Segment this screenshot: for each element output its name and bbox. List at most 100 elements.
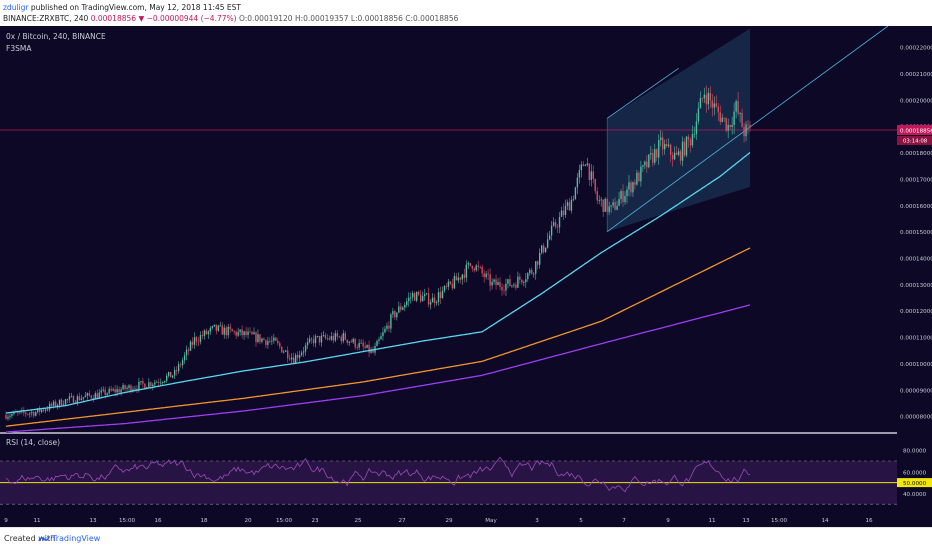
candle-body: [46, 409, 49, 411]
candle-body: [235, 331, 237, 336]
candle-body: [423, 294, 426, 297]
candle-body: [33, 412, 35, 416]
candle-body: [511, 285, 513, 287]
rsi-tick-label: 80.0000: [903, 449, 927, 455]
candle-body: [590, 171, 592, 180]
time-tick-label: 16: [154, 518, 162, 524]
candle-body: [594, 178, 596, 192]
candle-body: [283, 351, 285, 353]
candle-body: [294, 354, 297, 363]
candle-body: [445, 285, 448, 287]
candle-body: [745, 124, 747, 137]
candle-body: [166, 375, 168, 381]
candle-body: [727, 124, 729, 131]
candle-body: [671, 155, 674, 160]
candle-body: [199, 335, 202, 342]
candle-body: [535, 261, 537, 274]
rsi-current-badge: [897, 478, 932, 488]
candle-body: [310, 338, 313, 340]
candle-body: [392, 311, 394, 315]
time-tick-label: 18: [200, 518, 208, 524]
candle-body: [713, 103, 715, 108]
candle-body: [576, 177, 579, 188]
candle-body: [481, 267, 483, 274]
tradingview-brand-link[interactable]: TradingView: [52, 534, 101, 543]
price-axis-background: [897, 26, 932, 527]
candle-body: [175, 370, 178, 372]
candle-body: [580, 164, 583, 171]
candle-body: [217, 325, 219, 331]
candle-body: [735, 101, 737, 112]
candle-body: [306, 342, 309, 346]
candle-body: [711, 100, 713, 108]
candle-body: [267, 341, 269, 345]
candle-body: [189, 341, 192, 351]
candle-body: [17, 412, 19, 414]
candle-body: [384, 328, 386, 333]
candle-body: [255, 332, 257, 343]
candle-body: [412, 293, 414, 298]
candle-body: [477, 265, 479, 267]
candle-body: [60, 399, 63, 406]
candle-body: [499, 281, 501, 287]
candle-body: [25, 412, 27, 415]
candle-body: [154, 382, 156, 385]
candle-body: [586, 163, 589, 165]
candle-body: [231, 329, 233, 332]
candle-body: [100, 390, 102, 393]
candle-body: [636, 172, 638, 185]
candle-body: [449, 281, 452, 284]
candle-body: [322, 335, 325, 336]
candle-body: [376, 340, 378, 347]
candle-body: [406, 301, 408, 305]
candle-body: [414, 293, 416, 301]
candle-body: [229, 326, 231, 330]
candle-body: [281, 346, 283, 353]
candle-body: [396, 312, 398, 318]
candle-body: [253, 332, 255, 335]
candle-body: [52, 401, 55, 406]
candle-body: [112, 389, 114, 391]
candle-body: [737, 101, 739, 114]
candle-body: [513, 284, 515, 286]
candle-body: [739, 113, 741, 114]
candle-body: [509, 279, 511, 287]
candle-body: [624, 195, 626, 202]
candle-body: [546, 239, 549, 248]
candle-body: [296, 354, 299, 358]
candle-body: [104, 389, 106, 396]
candle-body: [554, 222, 557, 227]
candle-body: [669, 144, 672, 156]
candle-body: [640, 166, 642, 182]
candle-body: [596, 191, 598, 201]
candle-body: [237, 332, 239, 336]
candle-body: [419, 294, 422, 302]
candle-body: [132, 389, 134, 392]
price-tick-label: 0.00011000: [900, 336, 932, 342]
candle-body: [96, 393, 98, 398]
candle-body: [167, 371, 170, 376]
candle-body: [318, 335, 321, 343]
candle-body: [723, 117, 725, 119]
candle-body: [233, 331, 235, 333]
candle-body: [298, 355, 301, 358]
price-tick-label: 0.00008000: [900, 415, 932, 421]
time-tick-label: 11: [33, 518, 41, 524]
candle-body: [475, 265, 477, 271]
candle-body: [29, 413, 31, 415]
candle-body: [598, 200, 600, 201]
candle-body: [685, 136, 688, 156]
author-link[interactable]: zduligr: [3, 3, 29, 12]
rsi-tick-label: 60.0000: [903, 470, 927, 476]
candle-body: [213, 324, 216, 327]
candle-body: [441, 290, 444, 298]
candle-body: [66, 399, 69, 401]
candle-body: [7, 416, 9, 419]
candle-body: [743, 127, 745, 137]
candle-body: [92, 398, 94, 400]
candles-group: [5, 85, 751, 421]
candle-body: [37, 408, 39, 413]
price-chart[interactable]: 0.000220000.000210000.000200000.00019000…: [0, 26, 932, 527]
time-tick-label: 15:00: [119, 518, 136, 524]
candle-body: [677, 151, 680, 155]
